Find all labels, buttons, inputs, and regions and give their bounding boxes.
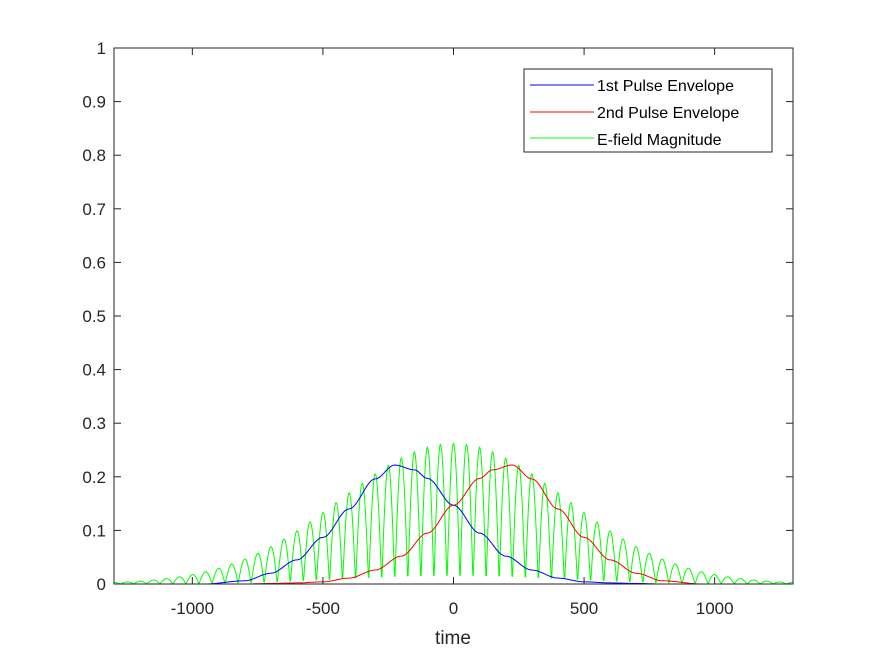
x-tick-label: 500 bbox=[570, 599, 598, 618]
y-tick-label: 0.3 bbox=[82, 414, 106, 433]
x-axis-label: time bbox=[435, 628, 471, 649]
y-tick-label: 1 bbox=[97, 39, 106, 58]
y-tick-labels: 0 0.1 0.2 0.3 0.4 0.5 0.6 0.7 0.8 0.9 1 bbox=[82, 39, 106, 594]
legend-item-1st-pulse: 1st Pulse Envelope bbox=[530, 78, 734, 95]
x-tick-labels: -1000 -500 0 500 1000 bbox=[171, 599, 734, 618]
series-layer bbox=[113, 442, 794, 585]
x-tick-label: 0 bbox=[449, 599, 458, 618]
y-tick-label: 0.5 bbox=[82, 307, 106, 326]
x-tick-label: 1000 bbox=[696, 599, 734, 618]
y-tick-label: 0.7 bbox=[82, 200, 106, 219]
y-tick-label: 0.1 bbox=[82, 521, 106, 540]
y-tick-label: 0.6 bbox=[82, 253, 106, 272]
legend-label-1st-pulse: 1st Pulse Envelope bbox=[597, 78, 734, 95]
x-tick-label: -1000 bbox=[171, 599, 214, 618]
y-tick-label: 0.9 bbox=[82, 93, 106, 112]
y-tick-label: 0.8 bbox=[82, 146, 106, 165]
y-tick-label: 0 bbox=[97, 575, 106, 594]
axes-frame bbox=[113, 47, 794, 585]
legend-label-e-field: E-field Magnitude bbox=[597, 132, 722, 149]
legend-label-2nd-pulse: 2nd Pulse Envelope bbox=[597, 105, 739, 122]
x-tick-label: -500 bbox=[306, 599, 340, 618]
y-tick-label: 0.4 bbox=[82, 361, 106, 380]
series-line-e-field bbox=[113, 442, 794, 585]
legend-item-e-field: E-field Magnitude bbox=[530, 132, 722, 149]
series-line-2nd-pulse bbox=[205, 464, 702, 585]
legend-box bbox=[523, 68, 773, 153]
y-tick-label: 0.2 bbox=[82, 468, 106, 487]
legend-item-2nd-pulse: 2nd Pulse Envelope bbox=[530, 105, 739, 122]
legend: 1st Pulse Envelope 2nd Pulse Envelope E-… bbox=[523, 68, 773, 153]
